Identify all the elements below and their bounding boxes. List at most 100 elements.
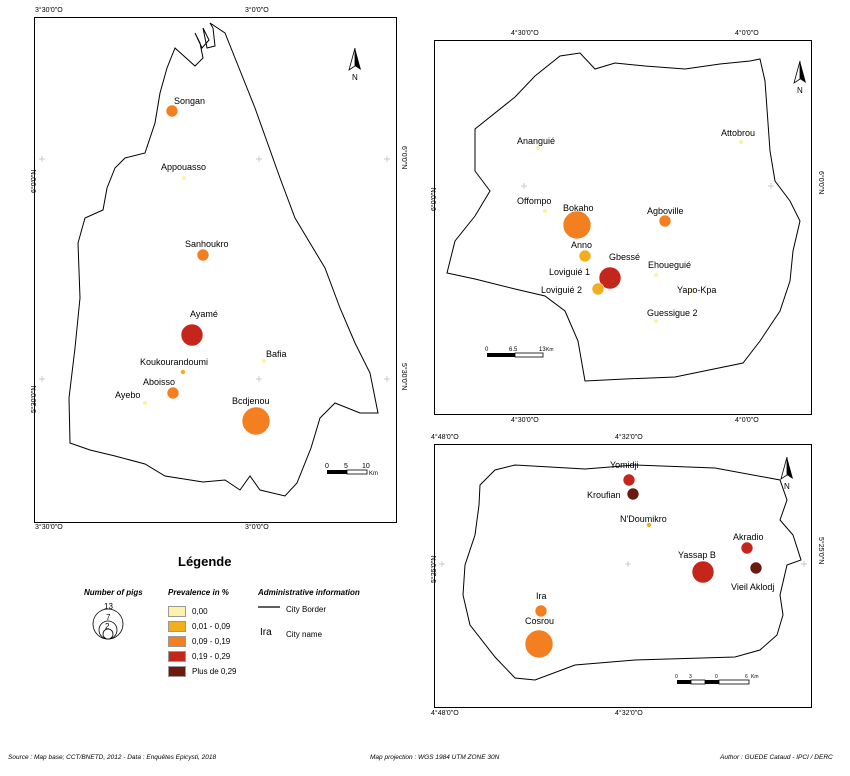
legend-title: Légende: [178, 554, 232, 569]
legend-swatch: [168, 606, 186, 617]
legend-pigs-value: 13: [104, 602, 113, 611]
tick-label: 4°0'0"O: [735, 30, 759, 37]
scale-label: 0: [715, 674, 718, 680]
city-marker: [166, 386, 180, 400]
map3-city-border: [462, 464, 802, 681]
scale-label: 0: [675, 674, 678, 680]
city-marker: [598, 266, 622, 290]
city-marker: [653, 272, 659, 278]
legend-prevalence-heading: Prevalence in %: [168, 588, 229, 597]
tick-label: 6°0'0"N: [400, 146, 407, 170]
scale-unit: Km: [546, 347, 554, 353]
scale-bar: 0 5 10 Km: [325, 463, 378, 477]
legend-swatch: [168, 651, 186, 662]
legend-swatch: [168, 621, 186, 632]
tick-label: 3°30'0"O: [35, 7, 63, 14]
map2-canvas: N 0 6.5 13 Km Ananguié Attobrou Offompo Bok…: [446, 52, 806, 382]
legend-border-line: [258, 606, 280, 608]
legend-pigs-value: 7: [106, 613, 111, 622]
city-marker: [181, 175, 187, 181]
legend-swatch: [168, 666, 186, 677]
tick-label: 6°0'0"N: [431, 187, 438, 211]
city-marker: [591, 282, 605, 296]
city-label: Yapo-Kpa: [677, 285, 716, 295]
legend-border-label: City Border: [286, 605, 327, 614]
legend-class-label: 0,01 - 0,09: [192, 622, 231, 631]
tick-label: 6°0'0"N: [817, 171, 824, 195]
city-label: Cosrou: [525, 616, 554, 626]
tick-label: 4°30'0"O: [511, 30, 539, 37]
city-label: Koukourandoumi: [140, 357, 208, 367]
legend-swatch: [168, 636, 186, 647]
map-panel-2: N 0 6.5 13 Km Ananguié Attobrou Offompo Bok…: [431, 30, 824, 424]
city-marker: [534, 604, 548, 618]
city-marker: [524, 629, 554, 659]
tick-label: 3°0'0"O: [245, 524, 269, 531]
tick-label: 3°0'0"O: [245, 7, 269, 14]
city-marker: [535, 145, 541, 151]
tick-label: 4°32'0"O: [615, 434, 643, 441]
city-label: Ayebo: [115, 390, 140, 400]
north-arrow-icon: N: [348, 47, 361, 82]
city-label: Sanhoukro: [185, 239, 229, 249]
city-label: Vieil Aklodj: [731, 582, 774, 592]
city-marker: [241, 406, 271, 436]
city-marker: [562, 210, 592, 240]
city-marker: [653, 318, 659, 324]
city-label: N'Doumikro: [620, 514, 667, 524]
legend-class-label: 0,09 - 0,19: [192, 637, 231, 646]
legend-pigs-heading: Number of pigs: [84, 588, 143, 597]
city-marker: [626, 487, 640, 501]
legend-class-label: 0,19 - 0,29: [192, 652, 231, 661]
scale-label: 10: [362, 463, 370, 470]
legend-admin-heading: Administrative information: [258, 588, 360, 597]
map1-canvas: N 0 5 10 Km Songan Appouasso Sanhoukro Ayam…: [39, 22, 390, 497]
city-label: Akradio: [733, 532, 764, 542]
scale-label: 13: [539, 347, 546, 353]
city-label: Bafia: [266, 349, 287, 359]
tick-label: 4°48'0"O: [431, 434, 459, 441]
city-marker: [165, 104, 179, 118]
tick-label: 5°30'0"N: [31, 385, 38, 413]
tick-label: 5°25'0"N: [431, 555, 438, 583]
city-marker: [180, 323, 204, 347]
tick-label: 4°30'0"O: [511, 417, 539, 424]
city-label: Bokaho: [563, 203, 594, 213]
map1-city-border: [68, 22, 379, 497]
city-label: Offompo: [517, 196, 551, 206]
scale-label: 3: [689, 674, 692, 680]
legend-city-sample: Ira: [260, 627, 272, 638]
scale-label: 6.5: [509, 347, 518, 353]
tick-label: 3°30'0"O: [35, 524, 63, 531]
tick-label: 4°48'0"O: [431, 710, 459, 717]
scale-label: 6: [745, 674, 748, 680]
city-label: Gbessé: [609, 252, 640, 262]
north-label: N: [797, 86, 803, 95]
footer-projection: Map projection : WGS 1984 UTM ZONE 30N: [370, 754, 500, 761]
tick-label: 4°32'0"O: [615, 710, 643, 717]
city-marker: [658, 214, 672, 228]
tick-label: 5°25'0"N: [817, 537, 824, 565]
map-panel-1: N 0 5 10 Km Songan Appouasso Sanhoukro Ayam…: [31, 7, 407, 531]
north-arrow-icon: N: [793, 60, 806, 95]
city-label: Ayamé: [190, 309, 218, 319]
map2-city-border: [446, 52, 801, 382]
scale-unit: Km: [369, 471, 378, 477]
city-label: Ananguié: [517, 136, 555, 146]
city-marker: [749, 561, 763, 575]
footer-author: Author : GUEDE Cataud - IPCI / DERC: [720, 754, 833, 761]
legend-class-label: 0,00: [192, 607, 208, 616]
north-label: N: [352, 73, 358, 82]
scale-label: 0: [485, 347, 489, 353]
scale-unit: Km: [751, 674, 759, 680]
city-label: Attobrou: [721, 128, 755, 138]
city-marker: [622, 473, 636, 487]
city-marker: [688, 288, 694, 294]
map-panel-3: N 0 3 0 6 Km Yomidji Kroufian N'Doumikro Ak…: [431, 434, 824, 717]
city-label: Anno: [571, 240, 592, 250]
city-marker: [542, 208, 548, 214]
city-marker: [261, 358, 267, 364]
tick-label: 6°0'0"N: [31, 169, 38, 193]
city-label: Songan: [174, 96, 205, 106]
map3-canvas: N 0 3 0 6 Km Yomidji Kroufian N'Doumikro Ak…: [439, 456, 807, 685]
